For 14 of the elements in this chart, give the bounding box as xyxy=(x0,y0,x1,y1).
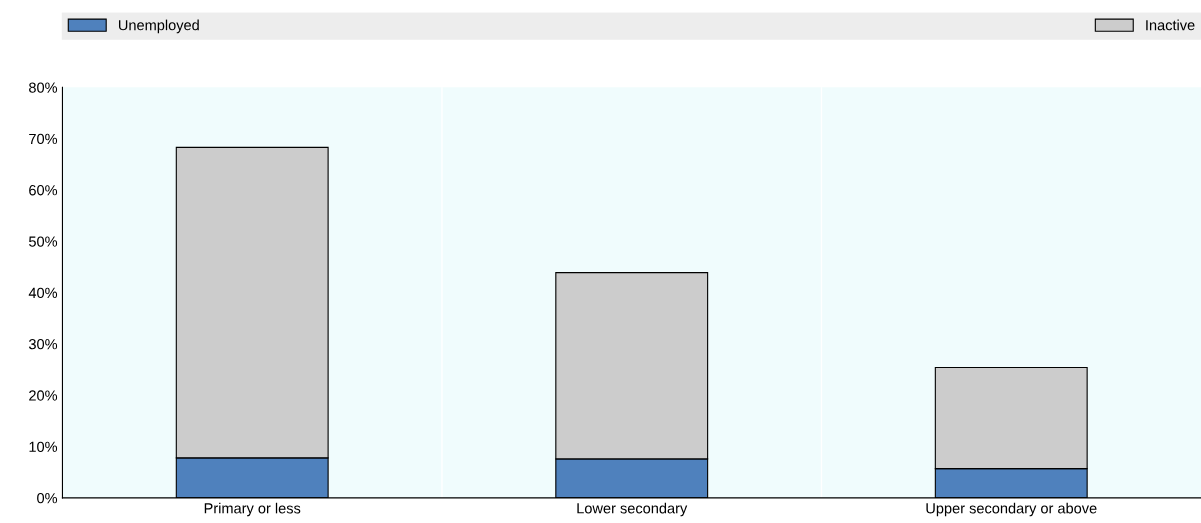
y-tick-label: 70% xyxy=(29,133,58,145)
y-tick-label: 50% xyxy=(28,236,58,247)
legend-label: Inactive xyxy=(1146,19,1195,31)
x-tick-label: Upper secondary or above xyxy=(926,502,1097,517)
y-tick-label: 10% xyxy=(29,441,58,452)
x-tick-label: Lower secondary xyxy=(577,502,688,517)
y-tick-label: 40% xyxy=(28,287,58,299)
y-tick-label: 20% xyxy=(29,390,58,401)
y-tick-label: 60% xyxy=(29,185,58,196)
legend-label: Unemployed xyxy=(118,19,199,34)
y-tick-label: 80% xyxy=(29,82,58,93)
y-tick-label: 30% xyxy=(28,339,58,350)
y-tick-label: 0% xyxy=(37,493,58,504)
x-tick-label: Primary or less xyxy=(204,502,301,517)
